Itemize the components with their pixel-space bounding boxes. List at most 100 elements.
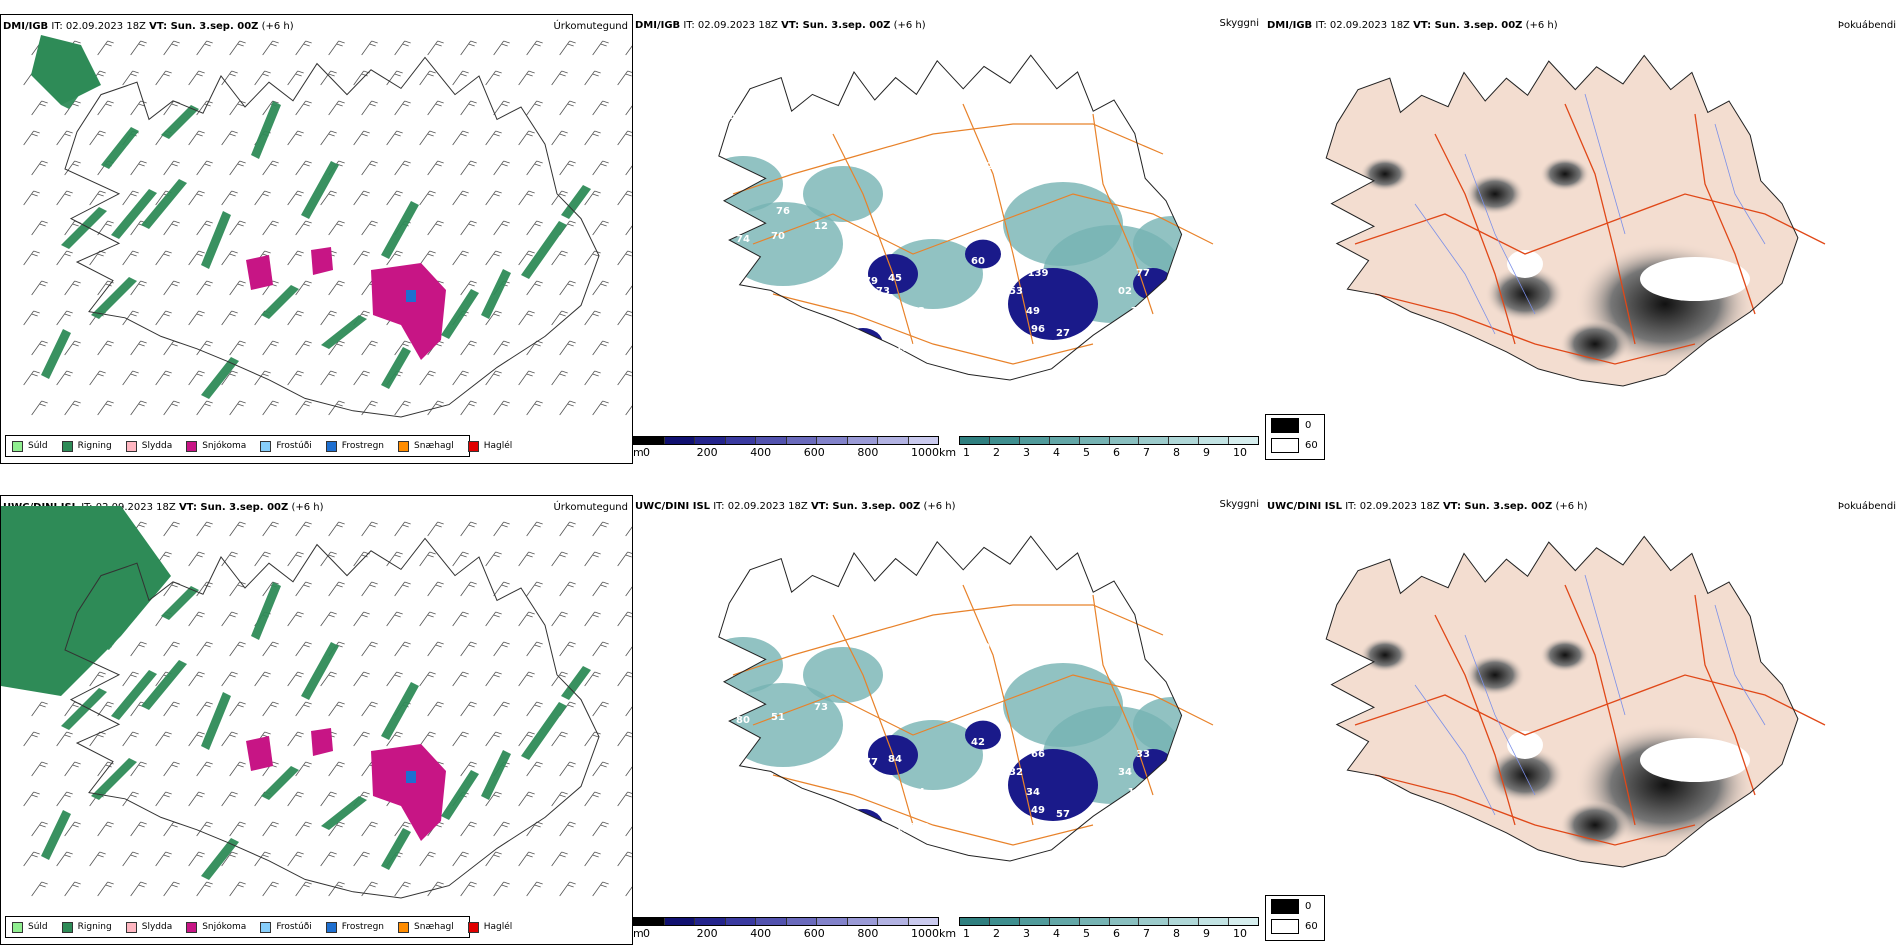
wind-barb [617,310,632,326]
fog-core [843,809,883,841]
colorbar-segment [878,437,909,444]
wind-barb [584,190,601,206]
visibility-value-label: 45 [888,273,902,284]
wind-barb [485,370,502,386]
colorbar-segment [664,918,695,925]
wind-barb [526,160,543,176]
wind-barb [394,340,411,356]
wind-barb [122,190,139,206]
wind-barb [361,641,378,657]
wind-barb [452,851,469,867]
wind-barb [485,190,502,206]
wind-barb [419,611,436,627]
wind-barb [97,220,114,236]
wind-barb [97,821,114,837]
panel-type-label: Úrkomutegund [553,21,628,32]
wind-barb [155,70,172,86]
wind-barb [229,280,246,296]
wind-barb [23,250,40,266]
wind-barb [353,190,370,206]
wind-barb [592,641,609,657]
colorbar-tick: 2 [993,927,1000,940]
legend-swatch [12,921,23,933]
wind-barb [122,791,139,807]
wind-barb [559,521,576,537]
wind-barb [592,581,609,597]
legend-swatch [186,921,198,933]
colorbar-tick: 200 [696,927,718,940]
wind-barb [518,851,535,867]
legend-swatch [1271,918,1299,934]
wind-barb [592,340,609,356]
visibility-value-label: 49 [1026,306,1040,317]
wind-barb [427,40,444,56]
wind-barb [56,851,73,867]
wind-barb [328,280,345,296]
wind-barb [427,160,444,176]
wind-barb [460,220,477,236]
wind-barb [130,400,147,416]
wind-barb [295,160,312,176]
wind-barb [386,671,403,687]
wind-barb [262,40,279,56]
wind-barb [526,40,543,56]
wind-barb [526,100,543,116]
visibility-value-label: 270 [901,859,922,870]
wind-barb [518,731,535,747]
wind-barb [31,160,48,176]
wind-barb [394,160,411,176]
wind-barb [551,851,568,867]
wind-barb [287,551,304,567]
wind-barb [130,761,147,777]
wind-barb [122,671,139,687]
wind-barb [163,881,180,897]
wind-barb [287,70,304,86]
visibility-value-label: 32 [1009,767,1023,778]
wind-barb [328,881,345,897]
wind-barb [188,611,205,627]
precip-legend-item: Frostúði [260,921,312,933]
fog-legend-item: 0 [1266,896,1324,916]
fog-area [1465,654,1525,696]
wind-barb [196,400,213,416]
wind-barb [328,400,345,416]
wind-barb [361,521,378,537]
colorbar-tick: 400 [750,927,772,940]
wind-barb [592,220,609,236]
colorbar-tick: 6 [1113,927,1120,940]
wind-barb [361,701,378,717]
wind-barb [196,761,213,777]
wind-barb [559,40,576,56]
wind-barb [386,70,403,86]
rain-area [31,35,591,399]
fog-panel-uwc: UWC/DINI ISL IT: 02.09.2023 18Z VT: Sun.… [1265,495,1900,945]
colorbar-segment [725,437,756,444]
wind-barb [56,370,73,386]
wind-barb [617,70,632,86]
wind-barb [353,851,370,867]
wind-barb [386,611,403,627]
colorbar-tick: 1 [963,446,970,459]
wind-barb [394,40,411,56]
wind-barb [262,641,279,657]
rain-area [1,506,591,880]
wind-barb [328,821,345,837]
wind-barb [394,400,411,416]
wind-barb [155,370,172,386]
wind-barb [559,160,576,176]
visibility-value-label: 96 [1031,324,1045,335]
wind-barb [625,285,632,296]
legend-swatch [125,440,137,452]
panel-title: DMI/IGB IT: 02.09.2023 18Z VT: Sun. 3.se… [635,20,926,31]
wind-barb [229,521,246,537]
legend-swatch [61,440,73,452]
wind-barb [188,791,205,807]
wind-barb [361,40,378,56]
visibility-value-label: 182 [896,824,917,835]
wind-barb [460,701,477,717]
wind-barb [518,310,535,326]
wind-barb [460,761,477,777]
wind-barb [155,791,172,807]
colorbar-segment [878,918,909,925]
wind-barb [592,40,609,56]
